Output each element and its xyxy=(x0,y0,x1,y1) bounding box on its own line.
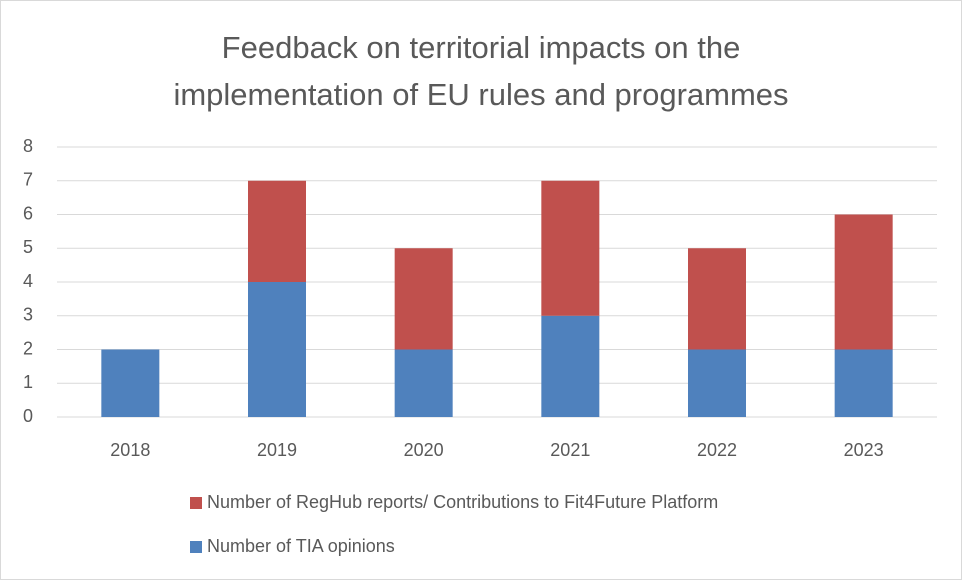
y-tick-label: 8 xyxy=(23,136,33,156)
legend-label: Number of TIA opinions xyxy=(207,536,395,556)
chart-title: implementation of EU rules and programme… xyxy=(173,77,788,112)
bar-segment xyxy=(248,282,306,417)
y-tick-label: 3 xyxy=(23,305,33,325)
bar-segment xyxy=(541,315,600,417)
y-tick-label: 6 xyxy=(23,203,33,223)
y-tick-label: 2 xyxy=(23,338,33,358)
y-tick-label: 4 xyxy=(23,271,33,291)
x-tick-label: 2023 xyxy=(844,440,884,460)
bar-segment xyxy=(394,248,453,350)
y-tick-label: 0 xyxy=(23,406,33,426)
y-tick-label: 7 xyxy=(23,170,33,190)
bar-segment xyxy=(101,349,160,417)
bar-segment xyxy=(248,180,306,282)
bar-segment xyxy=(688,248,746,350)
bar-segment xyxy=(688,349,746,417)
legend-label: Number of RegHub reports/ Contributions … xyxy=(207,492,718,512)
legend-swatch xyxy=(190,541,202,553)
x-tick-label: 2019 xyxy=(257,440,297,460)
chart-title: Feedback on territorial impacts on the xyxy=(222,30,741,65)
x-tick-label: 2021 xyxy=(550,440,590,460)
x-tick-label: 2018 xyxy=(110,440,150,460)
bar-segment xyxy=(834,214,893,350)
x-tick-label: 2022 xyxy=(697,440,737,460)
legend-swatch xyxy=(190,497,202,509)
bar-segment xyxy=(394,349,453,417)
x-tick-label: 2020 xyxy=(404,440,444,460)
bar-segment xyxy=(541,180,600,316)
y-tick-label: 5 xyxy=(23,237,33,257)
y-tick-label: 1 xyxy=(23,372,33,392)
bar-segment xyxy=(834,349,893,417)
